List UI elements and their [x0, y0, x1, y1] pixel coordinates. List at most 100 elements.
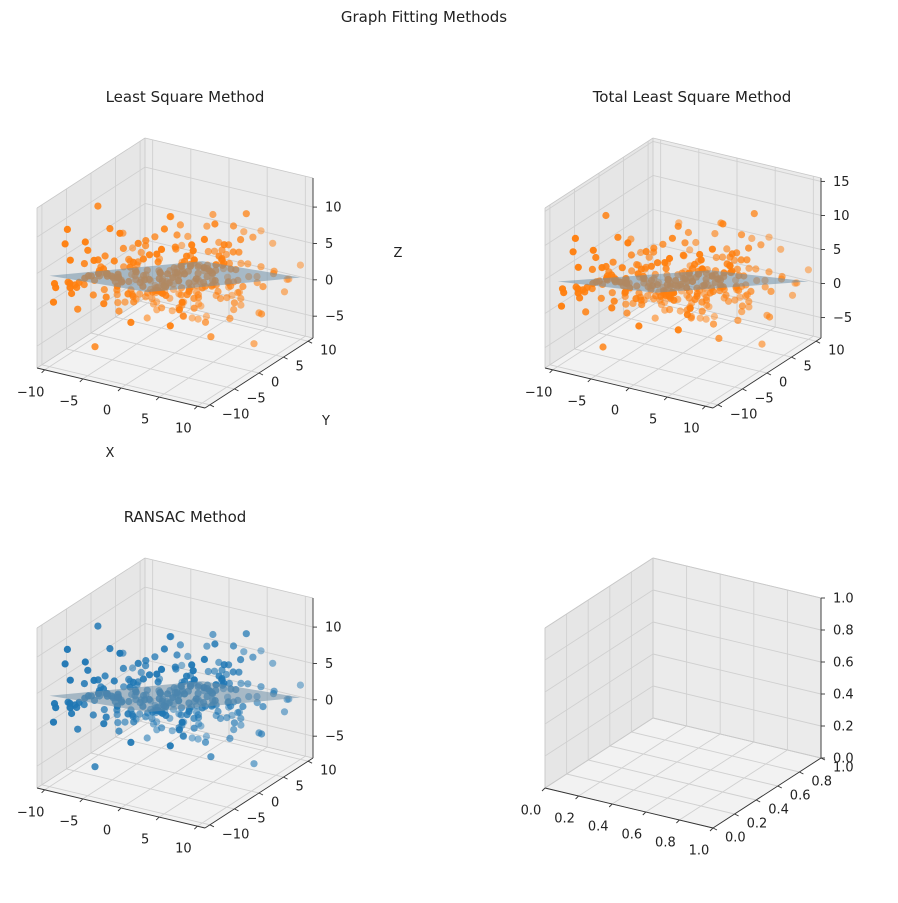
grid-line — [36, 623, 146, 694]
x-tick-label: 0.2 — [554, 812, 575, 827]
scatter-point — [143, 734, 151, 742]
scatter-point — [94, 622, 102, 630]
scatter-point — [250, 760, 258, 768]
scatter-point — [190, 256, 198, 264]
grid-line — [652, 685, 822, 727]
scatter-point — [49, 298, 58, 306]
scatter-point — [597, 294, 605, 302]
y-tick-mark — [766, 372, 772, 376]
scatter-point — [229, 248, 237, 256]
scatter-point — [100, 720, 108, 728]
grid-line — [574, 348, 743, 390]
scatter-point — [158, 724, 166, 732]
scatter-point — [259, 283, 267, 291]
grid-line — [115, 736, 284, 778]
z-tick-label: 1.0 — [833, 592, 854, 607]
y-tick-mark — [283, 356, 288, 360]
scatter-point — [190, 724, 198, 732]
scatter-point — [711, 230, 719, 238]
scatter-point — [237, 294, 245, 303]
scatter-point — [84, 666, 92, 674]
scatter-point — [218, 666, 226, 674]
scatter-point — [602, 211, 610, 220]
scatter-point — [129, 664, 137, 672]
scatter-point — [202, 312, 210, 320]
x-tick-label: 0.8 — [655, 836, 676, 851]
scatter-point — [223, 294, 231, 302]
fitted-plane — [49, 261, 301, 293]
scatter-point — [148, 294, 156, 303]
scatter-point — [183, 711, 191, 719]
scatter-point — [177, 291, 185, 299]
grid-line — [66, 348, 235, 390]
scatter-point — [237, 259, 245, 267]
scatter-point — [709, 320, 718, 328]
scatter-point — [190, 714, 198, 723]
scatter-point — [81, 238, 89, 246]
scatter-point — [738, 302, 747, 310]
x-tick-label: 0 — [103, 404, 111, 419]
scatter-point — [249, 233, 257, 241]
x-tick-mark — [702, 405, 706, 410]
scatter-point — [225, 679, 233, 688]
scatter-point — [237, 721, 245, 729]
figure-suptitle: Graph Fitting Methods — [341, 8, 507, 26]
scatter-point — [211, 640, 219, 648]
scatter-point — [91, 763, 99, 771]
scatter-point — [134, 659, 142, 668]
x-tick-label: −10 — [525, 385, 552, 400]
scatter-point — [194, 315, 202, 323]
scatter-point — [190, 294, 198, 302]
scatter-point — [628, 267, 636, 275]
scatter-point — [175, 726, 183, 734]
scatter-point — [160, 225, 168, 233]
scatter-point — [653, 259, 662, 267]
x-tick-label: −10 — [17, 385, 44, 400]
pane-edge — [36, 137, 146, 209]
scatter-point — [230, 719, 238, 727]
scatter-point — [202, 732, 210, 741]
grid-line — [544, 685, 654, 757]
scatter-point — [737, 256, 745, 264]
scatter-point — [215, 658, 223, 667]
scatter-point — [74, 305, 82, 313]
z-tick-label: 0 — [325, 273, 333, 288]
scatter-point — [681, 239, 689, 247]
scatter-point — [173, 231, 181, 239]
grid-line — [578, 725, 687, 797]
scatter-point — [698, 307, 706, 315]
scatter-point — [200, 655, 208, 664]
scatter-point — [166, 322, 174, 330]
x-tick-label: 10 — [683, 422, 700, 437]
scatter-point — [235, 668, 243, 676]
scatter-point — [207, 753, 215, 761]
grid-line — [652, 175, 822, 216]
y-axis-line — [712, 757, 822, 829]
scatter-point — [190, 676, 198, 684]
x-tick-label: 0.4 — [588, 820, 609, 835]
scatter-point — [129, 244, 137, 252]
scatter-point — [592, 253, 600, 262]
scatter-point — [204, 667, 212, 676]
axis-spines — [36, 598, 317, 830]
scatter-point — [139, 675, 147, 683]
scatter-point — [171, 243, 179, 251]
scatter-point — [68, 709, 76, 718]
scatter-point — [674, 222, 682, 230]
scatter-point — [130, 718, 138, 726]
scatter-point — [102, 293, 110, 301]
scatter-point — [230, 726, 238, 734]
z-tick-label: 10 — [325, 621, 342, 636]
z-tick-label: −5 — [325, 310, 344, 325]
scatter-point — [188, 241, 196, 249]
x-tick-label: 0 — [103, 824, 111, 839]
z-tick-label: 0 — [325, 693, 333, 708]
pane-edge — [36, 717, 146, 789]
pane-edge — [652, 717, 822, 759]
y-tick-label: 1.0 — [833, 761, 854, 776]
z-tick-label: −5 — [325, 730, 344, 745]
pane-edge — [544, 557, 654, 629]
scatter-point — [674, 326, 682, 334]
